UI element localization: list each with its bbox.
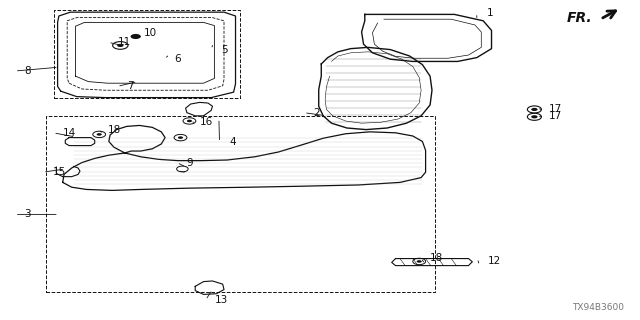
Text: 1: 1: [486, 8, 493, 18]
Text: 17: 17: [549, 104, 563, 114]
Text: 13: 13: [215, 295, 228, 305]
Text: 3: 3: [24, 209, 31, 220]
Text: 14: 14: [63, 128, 76, 138]
Text: 12: 12: [488, 256, 501, 266]
Circle shape: [417, 260, 422, 263]
Text: FR.: FR.: [566, 11, 592, 25]
Circle shape: [187, 120, 192, 122]
Text: 18: 18: [108, 124, 121, 135]
Text: 15: 15: [52, 167, 66, 177]
Text: 16: 16: [200, 116, 213, 127]
Text: 2: 2: [314, 108, 320, 118]
Circle shape: [531, 108, 538, 111]
Text: 18: 18: [430, 253, 444, 263]
Text: TX94B3600: TX94B3600: [572, 303, 624, 312]
Circle shape: [531, 115, 538, 118]
Text: 10: 10: [143, 28, 157, 38]
Circle shape: [131, 34, 141, 39]
Text: 8: 8: [24, 66, 31, 76]
Circle shape: [178, 136, 183, 139]
Text: 17: 17: [549, 111, 563, 121]
Text: 5: 5: [221, 44, 227, 55]
Text: 4: 4: [229, 137, 236, 148]
Text: 6: 6: [174, 54, 180, 64]
Text: 9: 9: [186, 157, 193, 168]
Text: 7: 7: [127, 81, 133, 92]
Circle shape: [97, 133, 102, 136]
Circle shape: [117, 44, 124, 47]
Text: 11: 11: [118, 37, 131, 47]
